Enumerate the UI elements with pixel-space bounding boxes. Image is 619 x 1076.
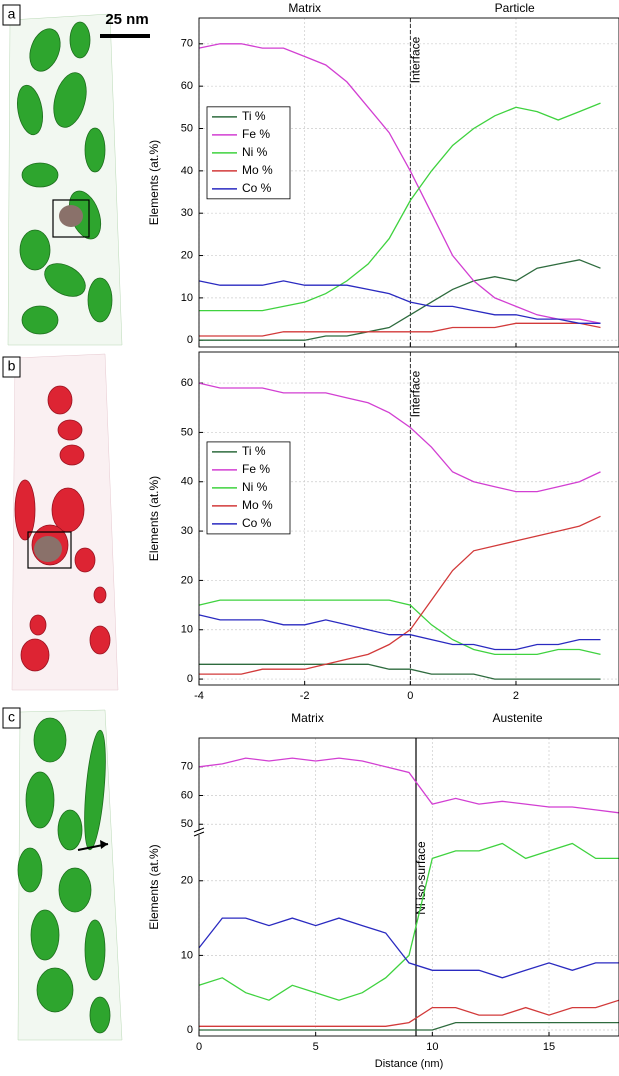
interface-label: Interface [408, 36, 422, 83]
legend-label: Co % [242, 181, 272, 195]
legend-label: Fe % [242, 127, 270, 141]
y-axis-label: Elements (at.%) [147, 140, 161, 225]
legend-label: Co % [242, 516, 272, 530]
x-tick-label: 2 [513, 690, 519, 702]
interface-label: Interface [408, 370, 422, 417]
y-tick-label: 30 [181, 525, 193, 537]
reconstruction-c [18, 710, 122, 1040]
y-axis-label: Elements (at.%) [147, 844, 161, 929]
scale-bar-label: 25 nm [105, 11, 148, 28]
x-axis-label: Distance (nm) [375, 1058, 443, 1070]
y-tick-label: 50 [181, 426, 193, 438]
y-tick-label: 60 [181, 789, 193, 801]
region-label: Matrix [291, 711, 324, 725]
plot-area [199, 738, 619, 1036]
y-tick-label: 50 [181, 122, 193, 134]
panel-label: a [8, 6, 16, 22]
y-tick-label: 60 [181, 377, 193, 389]
legend-label: Ni % [242, 145, 268, 159]
y-tick-label: 70 [181, 38, 193, 50]
legend-label: Mo % [242, 163, 273, 177]
x-tick-label: 15 [543, 1041, 555, 1053]
legend-label: Ni % [242, 480, 268, 494]
legend-label: Ti % [242, 109, 266, 123]
y-tick-label: 10 [181, 949, 193, 961]
region-label: Particle [495, 1, 535, 15]
y-tick-label: 0 [187, 1024, 193, 1036]
x-tick-label: -4 [194, 690, 204, 702]
legend-label: Ti % [242, 444, 266, 458]
y-tick-label: 20 [181, 249, 193, 261]
panel-label: c [8, 709, 15, 725]
y-axis-label: Elements (at.%) [147, 476, 161, 561]
region-label: Matrix [288, 1, 321, 15]
y-tick-label: 70 [181, 761, 193, 773]
y-tick-label: 0 [187, 334, 193, 346]
y-tick-label: 40 [181, 165, 193, 177]
x-tick-label: 0 [196, 1041, 202, 1053]
figure: 25 nm 010203040506070InterfaceTi %Fe %Ni… [0, 0, 619, 1076]
x-tick-label: 10 [426, 1041, 438, 1053]
y-tick-label: 30 [181, 207, 193, 219]
y-tick-label: 20 [181, 574, 193, 586]
reconstruction-a [8, 14, 122, 345]
panel-label: b [8, 358, 16, 374]
y-tick-label: 10 [181, 292, 193, 304]
region-label: Austenite [492, 711, 542, 725]
y-tick-label: 20 [181, 875, 193, 887]
y-tick-label: 0 [187, 673, 193, 685]
x-tick-label: 0 [407, 690, 413, 702]
y-tick-label: 10 [181, 624, 193, 636]
y-tick-label: 50 [181, 818, 193, 830]
legend-label: Mo % [242, 498, 273, 512]
y-tick-label: 60 [181, 80, 193, 92]
legend-label: Fe % [242, 462, 270, 476]
x-tick-label: -2 [300, 690, 310, 702]
x-tick-label: 5 [313, 1041, 319, 1053]
reconstruction-b [12, 354, 118, 690]
y-tick-label: 40 [181, 476, 193, 488]
